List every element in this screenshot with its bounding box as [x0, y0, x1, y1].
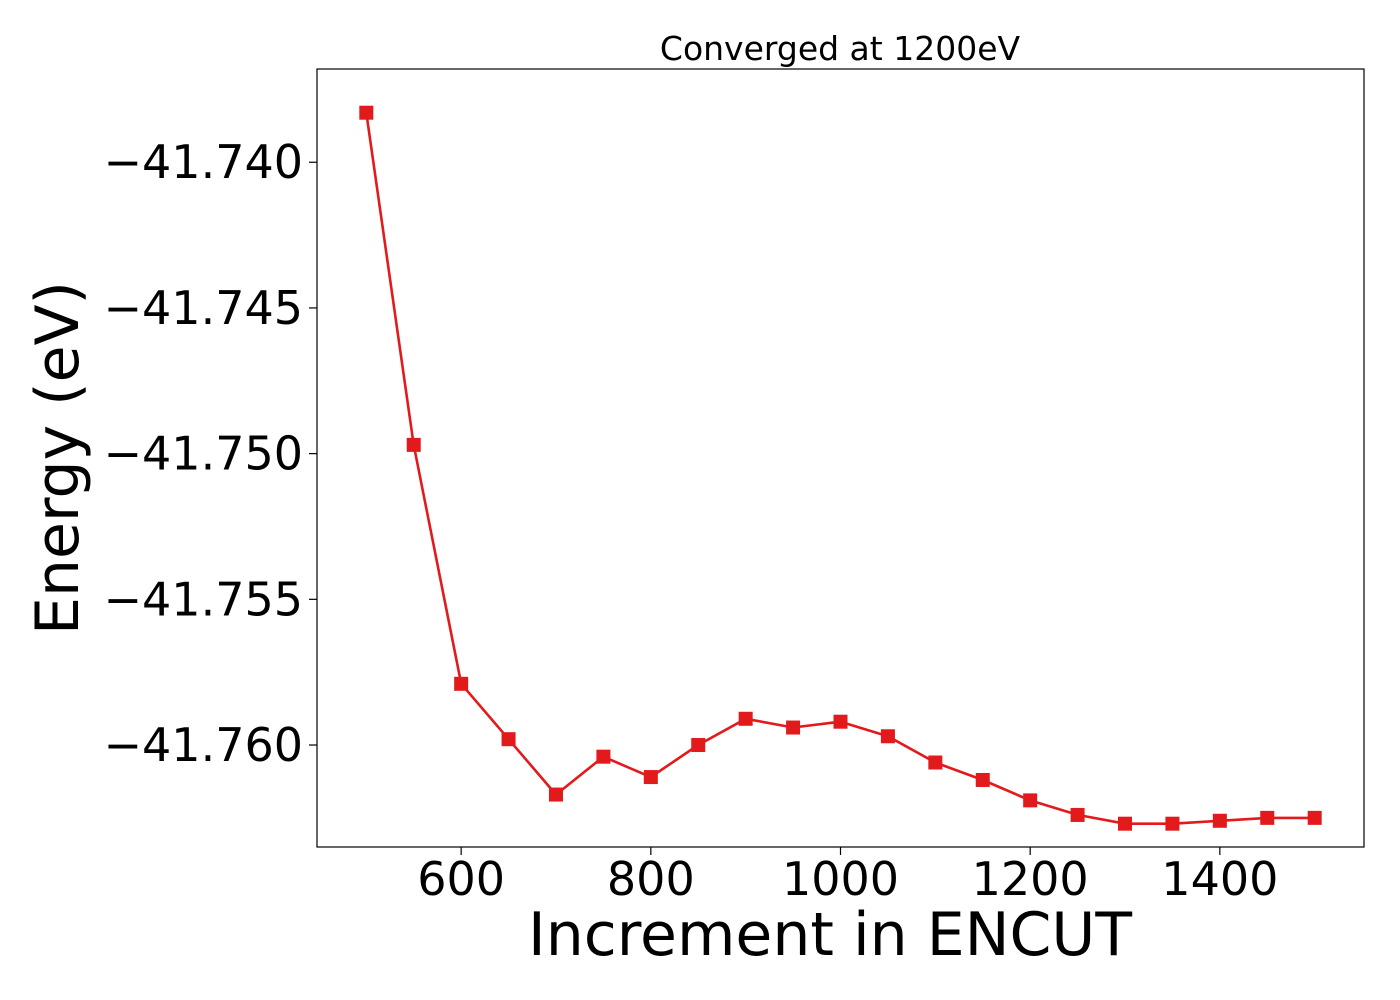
series-layer [359, 105, 1322, 831]
data-point-marker [786, 720, 801, 735]
y-axis-label: Energy (eV) [23, 281, 93, 635]
data-point-marker [975, 772, 990, 787]
data-point-marker [1118, 816, 1133, 831]
y-axis-ticks: −41.740 −41.745 −41.750 −41.755 −41.760 [104, 135, 317, 772]
data-point-marker [501, 732, 516, 747]
x-tick-label: 600 [417, 852, 505, 906]
x-axis-ticks: 600 800 1000 1200 1400 [417, 847, 1278, 906]
x-tick-label: 1000 [782, 852, 899, 906]
data-point-marker [928, 755, 943, 770]
x-axis-label: Increment in ENCUT [528, 900, 1132, 970]
data-point-marker [880, 729, 895, 744]
y-tick-label: −41.750 [104, 427, 304, 481]
chart-title: Converged at 1200eV [660, 29, 1021, 68]
data-point-marker [1023, 793, 1038, 808]
data-point-marker [596, 749, 611, 764]
data-point-marker [454, 676, 469, 691]
y-tick-label: −41.745 [104, 281, 304, 335]
x-tick-label: 1200 [972, 852, 1089, 906]
data-point-marker [359, 105, 374, 120]
x-tick-label: 800 [607, 852, 695, 906]
data-point-marker [1070, 807, 1085, 822]
data-point-marker [548, 787, 563, 802]
data-point-marker [643, 770, 658, 785]
y-tick-label: −41.755 [104, 572, 304, 626]
data-point-marker [1260, 810, 1275, 825]
plot-area [316, 68, 1365, 848]
data-point-marker [833, 714, 848, 729]
data-point-marker [1165, 816, 1180, 831]
x-tick-label: 1400 [1161, 852, 1278, 906]
data-point-marker [406, 437, 421, 452]
data-point-marker [691, 738, 706, 753]
data-point-marker [1307, 810, 1322, 825]
data-point-marker [738, 711, 753, 726]
y-tick-label: −41.760 [104, 718, 304, 772]
data-point-marker [1212, 813, 1227, 828]
y-tick-label: −41.740 [104, 135, 304, 189]
